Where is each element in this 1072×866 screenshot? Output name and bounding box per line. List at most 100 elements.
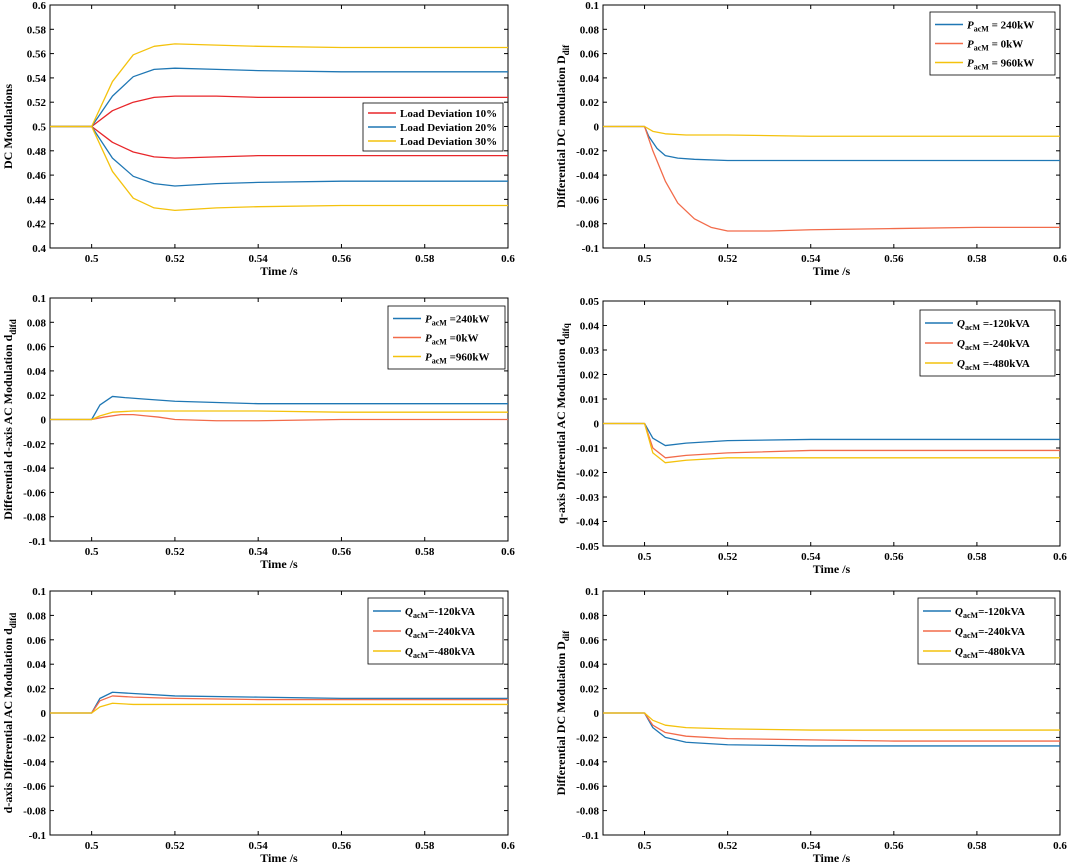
legend-label: =-120kVA [980,318,1030,330]
legend-subscript: acM [963,611,979,620]
legend-label: =240kW [447,314,490,326]
y-tick-label: -0.04 [23,463,46,475]
y-tick-label: 0.06 [27,635,47,647]
series-line [50,67,508,128]
y-tick-label: -0.02 [576,732,599,744]
series-line [50,125,508,159]
legend-symbol: Q [405,626,413,638]
x-tick-label: 0.52 [718,253,738,265]
x-tick-label: 0.6 [1053,551,1067,563]
y-tick-label: 0.08 [580,610,600,622]
x-tick-label: 0.58 [415,546,435,558]
series-line [603,125,1060,137]
y-tick-label: 0.05 [580,296,600,308]
legend-symbol: Q [955,626,963,638]
y-axis-label: Differential DC modulation Ddif [554,44,571,208]
y-tick-label: 0.04 [580,321,600,333]
y-tick-label: 0.48 [27,146,47,158]
y-tick-label: 0 [41,708,47,720]
legend-subscript: acM [432,338,448,347]
y-axis-label-subscript: difd [8,613,18,629]
y-tick-label: 0.04 [27,366,47,378]
legend-subscript: acM [974,63,990,72]
x-axis-label: Time /s [813,851,851,865]
legend-entry: QacM =-480kVA [957,358,1030,372]
legend-subscript: acM [963,651,979,660]
legend-entry: QacM=-120kVA [955,606,1025,620]
y-tick-label: 0 [594,419,600,431]
y-tick-label: 0.5 [32,122,46,134]
legend-subscript: acM [963,631,979,640]
legend-subscript: acM [965,323,981,332]
x-tick-label: 0.6 [501,253,515,265]
legend-symbol: Q [955,606,963,618]
x-tick-label: 0.58 [967,253,987,265]
y-tick-label: 0.58 [27,24,47,36]
series-line [50,43,508,128]
series-line [50,691,508,714]
legend-entry: Load Deviation 10% [400,108,497,120]
chart-dc-modulations: 0.4 0.42 0.44 0.46 0.48 0.5 0.52 0.54 0.56 0.58 0.… [1,0,515,278]
legend-symbol: P [425,352,432,364]
series-line [603,422,1060,464]
series-group [50,395,508,422]
y-tick-label: -0.04 [576,170,599,182]
legend-symbol: P [425,314,432,326]
legend-entry: PacM = 960kW [967,58,1034,72]
series-line [50,410,508,421]
x-tick-label: 0.5 [638,551,652,563]
legend-subscript: acM [413,631,429,640]
legend-symbol: Q [405,646,413,658]
series-line [603,712,1060,731]
legend-symbol: Q [955,646,963,658]
y-tick-label: 0.02 [580,684,600,696]
legend-symbol: Q [957,318,965,330]
legend-subscript: acM [974,44,990,53]
y-axis-label-subscript: difq [561,323,571,339]
legend-entry: PacM =240kW [425,314,489,328]
x-tick-label: 0.5 [85,840,99,852]
y-tick-label: -0.08 [576,219,599,231]
y-tick-label: -0.06 [23,487,46,499]
x-tick-label: 0.5 [638,840,652,852]
y-tick-label: -0.08 [576,806,599,818]
legend-subscript: acM [413,611,429,620]
y-tick-label: -0.03 [576,492,599,504]
y-tick-label: 0.4 [32,243,46,255]
legend-entry: QacM =-120kVA [957,318,1030,332]
series-line [603,422,1060,447]
legend-symbol: P [967,20,974,32]
y-tick-label: 0.1 [585,586,599,598]
series-line [50,95,508,128]
legend-entry: QacM=-240kVA [405,626,475,640]
y-axis-label: DC Modulations [1,84,15,169]
legend-entry: QacM=-480kVA [955,646,1025,660]
y-tick-label: -0.06 [576,194,599,206]
legend-symbol: Q [957,338,965,350]
legend-symbol: P [967,58,974,70]
x-tick-label: 0.5 [85,546,99,558]
chart-q-axis-differential-ac-modulation-qacm: -0.05 -0.04 -0.03 -0.02 -0.01 0 0.01 0.02 0.03 0.… [554,296,1067,576]
y-tick-label: 0.1 [585,0,599,12]
x-tick-label: 0.54 [801,551,821,563]
y-axis-label-subscript: dif [561,630,571,642]
y-tick-label: 0.08 [27,317,47,329]
y-axis-label-main: DC Modulations [1,84,15,169]
y-tick-label: -0.08 [23,512,46,524]
legend-entry: QacM=-480kVA [405,646,475,660]
y-axis-label-main: Differential d-axis AC Modulation d [1,334,15,519]
legend-symbol: Q [405,606,413,618]
x-tick-label: 0.52 [165,546,185,558]
y-tick-label: -0.02 [23,439,46,451]
series-group [603,712,1060,747]
legend-label: =-120kVA [978,606,1025,618]
y-tick-label: 0.04 [27,659,47,671]
legend-label: Load Deviation 30% [400,136,497,148]
y-tick-label: 0 [594,122,600,134]
x-tick-label: 0.54 [801,840,821,852]
y-tick-label: 0.44 [27,194,47,206]
y-tick-label: -0.04 [576,757,599,769]
legend-entry: QacM=-120kVA [405,606,475,620]
y-tick-label: 0 [41,415,47,427]
x-tick-label: 0.56 [332,253,352,265]
